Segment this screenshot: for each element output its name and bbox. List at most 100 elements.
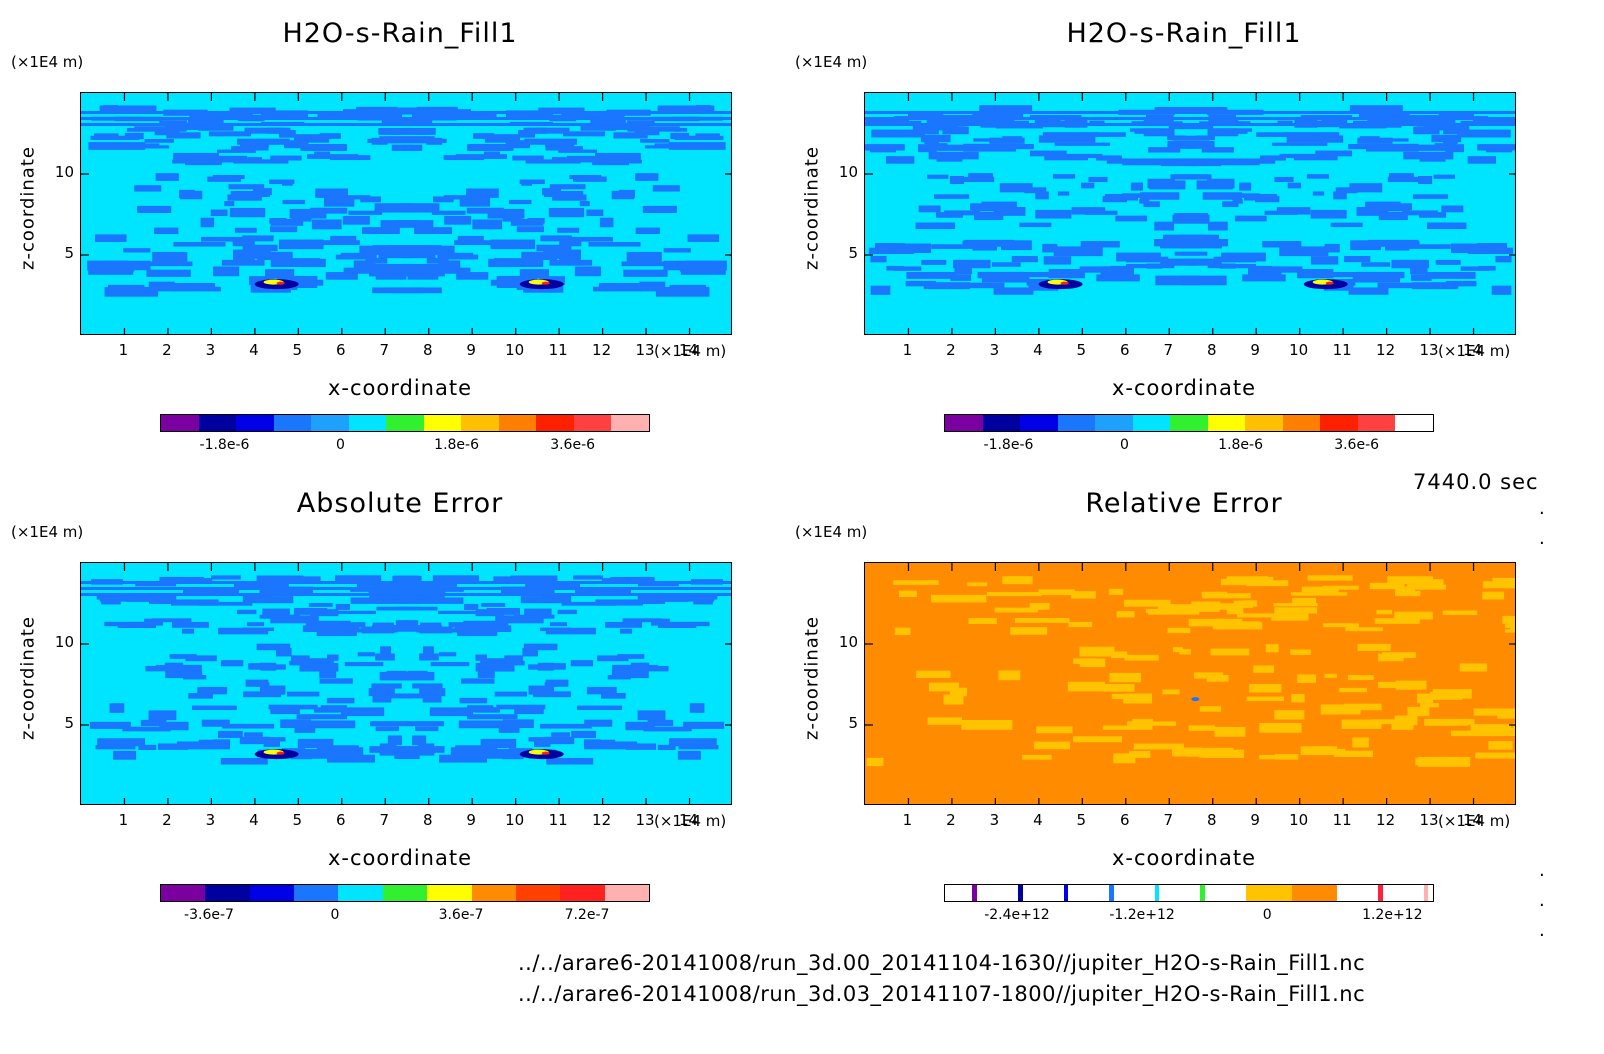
colorbar-tick-label: -1.8e-6 [983, 437, 1034, 453]
y-tick-label: 10 [838, 633, 858, 651]
colorbar-segment [1382, 885, 1424, 901]
x-tick-label: 8 [1206, 811, 1217, 829]
x-tick-label: 10 [505, 811, 525, 829]
colorbar [944, 414, 1434, 432]
colorbar-tick-label: 0 [1262, 907, 1272, 923]
colorbar-segment [1423, 885, 1429, 901]
colorbar-segment [161, 415, 199, 431]
colorbar-segment [1207, 415, 1246, 431]
x-tick-label: 2 [946, 811, 956, 829]
x-tick-label: 9 [466, 811, 476, 829]
colorbar-segment [471, 885, 516, 901]
y-tick-label: 10 [54, 163, 74, 181]
x-unit-label: (×1E4 m) [654, 342, 727, 360]
x-tick-label: 13 [635, 811, 655, 829]
colorbar-segment [205, 885, 250, 901]
colorbar-segment [515, 885, 561, 901]
x-tick-label: 7 [379, 811, 390, 829]
x-tick-label: 14 [678, 811, 699, 829]
dot-marks: . [1539, 498, 1545, 519]
x-tick-label: 5 [1076, 811, 1087, 829]
z-axis-label: z-coordinate [17, 616, 39, 740]
colorbar-segment [1320, 415, 1358, 431]
x-tick-label: 4 [249, 811, 259, 829]
colorbar-tick-label: 3.6e-6 [1334, 437, 1380, 453]
file-paths: ../../arare6-20141008/run_3d.00_20141104… [518, 948, 1365, 1010]
colorbar-tick-label: 1.8e-6 [1218, 437, 1263, 453]
x-axis-label: x-coordinate [327, 846, 472, 870]
dot-marks: . [1539, 890, 1545, 911]
y-tick-label: 10 [54, 633, 74, 651]
colorbar-segment [976, 885, 1018, 901]
colorbar [160, 884, 650, 902]
colorbar-segment [294, 885, 339, 901]
x-tick-label: 4 [1033, 341, 1043, 359]
colorbar-segment [1017, 885, 1023, 901]
colorbar-segment [604, 885, 649, 901]
x-tick-label: 12 [592, 341, 612, 359]
x-tick-label: 14 [1462, 811, 1483, 829]
colorbar-tick-label: 1.2e+12 [1362, 907, 1423, 923]
colorbar-segment [427, 885, 472, 901]
x-tick-label: 7 [379, 341, 390, 359]
x-tick-label: 6 [1120, 811, 1130, 829]
colorbar-segment [1395, 415, 1433, 431]
colorbar-segment [1378, 885, 1383, 901]
file-path-1: ../../arare6-20141008/run_3d.00_20141104… [518, 951, 1366, 975]
x-tick-label: 7 [1163, 811, 1174, 829]
time-label: 7440.0 sec [1413, 470, 1539, 494]
axis-ticks [865, 93, 1515, 334]
x-tick-label: 1 [118, 811, 129, 829]
colorbar-segment [1020, 415, 1058, 431]
x-tick-label: 3 [989, 341, 1000, 359]
colorbar-segment [382, 885, 428, 901]
chart-title: H2O-s-Rain_Fill1 [282, 18, 518, 49]
plot-area [864, 562, 1516, 805]
colorbar-tick-label: -1.2e+12 [1109, 907, 1175, 923]
axis-ticks [81, 563, 731, 804]
z-axis-label: z-coordinate [801, 146, 823, 270]
colorbar-segment [1159, 885, 1201, 901]
z-unit-label: (×1E4 m) [11, 53, 84, 71]
x-tick-label: 11 [548, 811, 568, 829]
file-path-2: ../../arare6-20141008/run_3d.03_20141107… [518, 982, 1366, 1006]
x-tick-label: 14 [1462, 341, 1483, 359]
x-tick-label: 12 [1376, 811, 1396, 829]
colorbar-segment [1132, 415, 1171, 431]
colorbar-segment [1095, 415, 1133, 431]
colorbar-tick-label: 1.8e-6 [434, 437, 479, 453]
colorbar-segment [1337, 885, 1379, 901]
colorbar-segment [386, 415, 424, 431]
colorbar-tick-label: 0 [336, 437, 345, 453]
colorbar-segment [1357, 415, 1396, 431]
colorbar-tick-label: 0 [1120, 437, 1129, 453]
colorbar-segment [198, 415, 237, 431]
plot-area [80, 92, 732, 335]
x-tick-label: 9 [1250, 811, 1260, 829]
z-unit-label: (×1E4 m) [795, 523, 868, 541]
x-tick-label: 10 [505, 341, 525, 359]
colorbar-segment [560, 885, 605, 901]
x-tick-label: 6 [336, 811, 346, 829]
x-tick-label: 3 [205, 811, 216, 829]
z-axis-label: z-coordinate [801, 616, 823, 740]
x-tick-label: 4 [249, 341, 259, 359]
x-tick-label: 13 [635, 341, 655, 359]
colorbar-segment [498, 415, 537, 431]
x-unit-label: (×1E4 m) [1438, 812, 1511, 830]
panel-top-left: H2O-s-Rain_Fill1 (×1E4 m) z-coordinate (… [0, 0, 760, 470]
colorbar-segment [1057, 415, 1096, 431]
x-axis-label: x-coordinate [1111, 846, 1256, 870]
dot-marks: . [1539, 528, 1545, 549]
x-tick-label: 1 [118, 341, 129, 359]
colorbar-segment [1291, 885, 1338, 901]
x-tick-label: 13 [1419, 811, 1439, 829]
colorbar-segment [982, 415, 1021, 431]
z-unit-label: (×1E4 m) [795, 53, 868, 71]
heatmap-field [865, 93, 1515, 334]
x-tick-label: 7 [1163, 341, 1174, 359]
chart-title: Absolute Error [296, 488, 504, 519]
x-tick-label: 12 [592, 811, 612, 829]
colorbar-tick-label: 3.6e-7 [438, 907, 484, 923]
colorbar-segment [249, 885, 295, 901]
